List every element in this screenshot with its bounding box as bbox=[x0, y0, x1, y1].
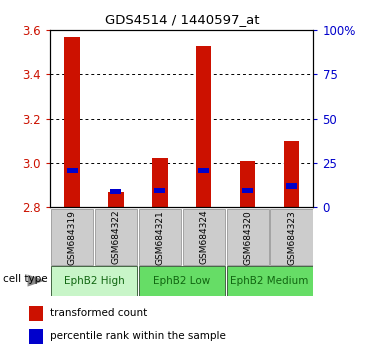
Text: GSM684323: GSM684323 bbox=[287, 210, 296, 264]
Text: GSM684320: GSM684320 bbox=[243, 210, 252, 264]
Text: GSM684319: GSM684319 bbox=[68, 210, 76, 265]
Bar bbox=[139, 266, 225, 296]
Bar bbox=[51, 266, 137, 296]
Text: EphB2 Medium: EphB2 Medium bbox=[230, 275, 309, 286]
Bar bbox=[196, 46, 211, 207]
Text: cell type: cell type bbox=[3, 274, 47, 284]
Text: GSM684324: GSM684324 bbox=[199, 210, 208, 264]
Bar bbox=[154, 188, 165, 193]
Bar bbox=[64, 37, 80, 207]
Bar bbox=[240, 161, 255, 207]
Text: percentile rank within the sample: percentile rank within the sample bbox=[50, 331, 226, 342]
Bar bbox=[198, 168, 209, 173]
Bar bbox=[111, 189, 121, 194]
Bar bbox=[227, 266, 313, 296]
Bar bbox=[29, 306, 43, 321]
Bar bbox=[270, 210, 313, 265]
Bar bbox=[66, 168, 78, 173]
Bar bbox=[242, 188, 253, 193]
Text: EphB2 High: EphB2 High bbox=[63, 275, 124, 286]
Bar bbox=[139, 210, 181, 265]
Polygon shape bbox=[27, 275, 45, 287]
Bar bbox=[227, 210, 269, 265]
Bar bbox=[152, 159, 168, 207]
Bar bbox=[108, 192, 124, 207]
Text: EphB2 Low: EphB2 Low bbox=[153, 275, 210, 286]
Bar bbox=[51, 210, 93, 265]
Bar bbox=[284, 141, 299, 207]
Bar bbox=[183, 210, 225, 265]
Bar bbox=[286, 183, 297, 189]
Bar bbox=[29, 329, 43, 344]
Bar bbox=[95, 210, 137, 265]
Text: transformed count: transformed count bbox=[50, 308, 147, 318]
Text: GSM684321: GSM684321 bbox=[155, 210, 164, 264]
Text: GSM684322: GSM684322 bbox=[111, 210, 121, 264]
Title: GDS4514 / 1440597_at: GDS4514 / 1440597_at bbox=[105, 13, 259, 26]
